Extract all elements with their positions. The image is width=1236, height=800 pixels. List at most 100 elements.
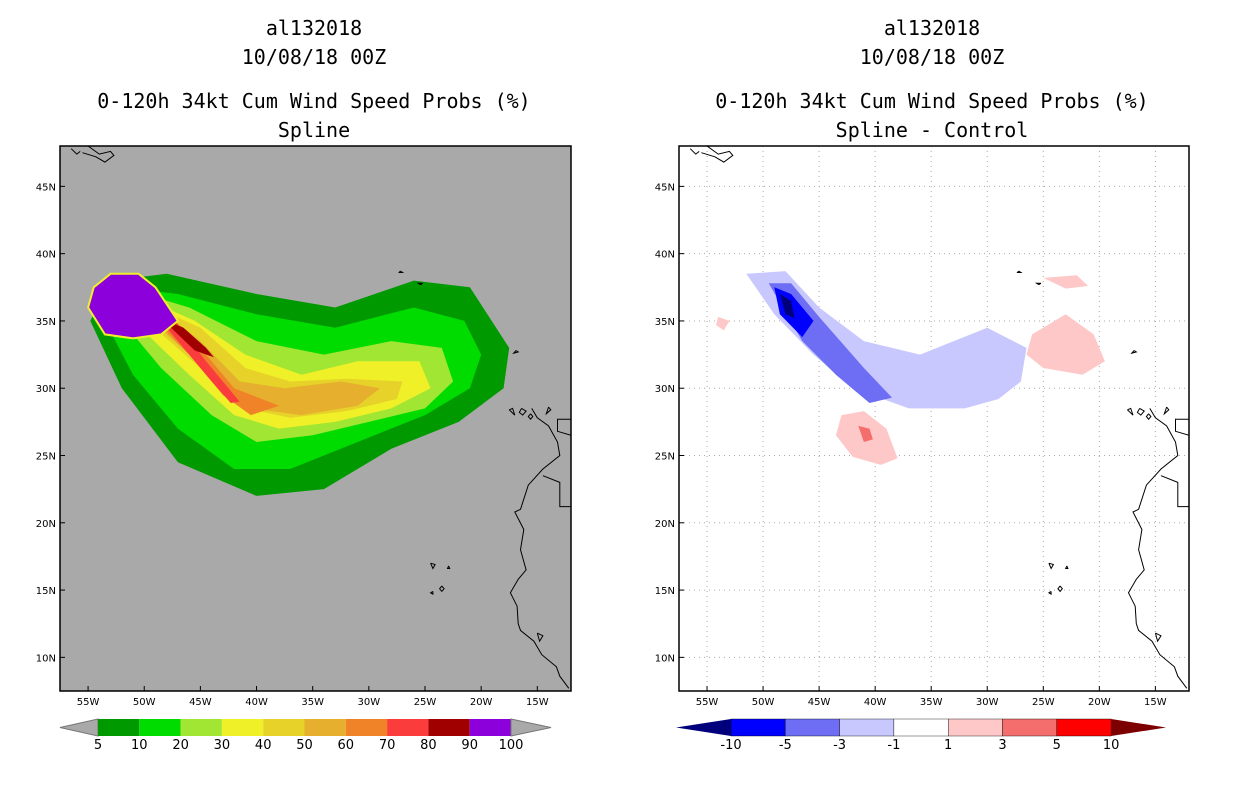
y-tick-label: 30N — [36, 384, 56, 395]
y-tick-label: 20N — [36, 519, 56, 530]
coastline-9 — [1016, 270, 1023, 273]
colorbar-box — [839, 718, 895, 737]
contour-region-3-8 — [858, 425, 873, 442]
coastline-9 — [398, 270, 405, 273]
x-tick-label: 35W — [920, 697, 943, 708]
right-subtitle: Spline - Control — [835, 118, 1029, 142]
colorbar-box — [893, 718, 949, 737]
y-tick-label: 10N — [36, 653, 56, 664]
x-tick-label: 45W — [808, 697, 831, 708]
coastline-3 — [1127, 407, 1134, 416]
left-storm-id: al132018 — [265, 16, 363, 40]
colorbar-label: 90 — [461, 738, 478, 753]
contour-region-80-8 — [161, 318, 214, 358]
coastline-7 — [1130, 350, 1138, 355]
left-subtitle: Spline — [277, 118, 351, 142]
coastline-7 — [512, 350, 520, 355]
colorbar-box — [1002, 718, 1057, 737]
colorbar-label: 50 — [296, 738, 313, 753]
coastline-16 — [689, 148, 700, 155]
coastline-2 — [1175, 418, 1189, 436]
colorbar: 5 10 20 30 40 50 60 70 80 90 100 — [59, 718, 552, 753]
coastline-11 — [1057, 585, 1063, 593]
colorbar-arrow-low — [59, 718, 99, 737]
y-tick-label: 30N — [655, 384, 675, 395]
coastline-8 — [1034, 282, 1042, 286]
y-tick-label: 20N — [655, 519, 675, 530]
y-tick-label: 45N — [36, 182, 56, 193]
x-tick-label: 15W — [526, 697, 549, 708]
y-tick-label: 15N — [655, 586, 675, 597]
y-tick-label: 10N — [655, 653, 675, 664]
plot-frame — [59, 145, 572, 692]
contour-region-1-7 — [716, 316, 730, 331]
colorbar-label: 10 — [1103, 738, 1120, 753]
coastline-0 — [1127, 408, 1188, 689]
colorbar-label: 80 — [420, 738, 437, 753]
coastline-4 — [518, 407, 527, 416]
coastline-10 — [430, 562, 436, 570]
colorbar-box — [730, 718, 786, 737]
coastline-12 — [446, 565, 451, 569]
colorbar-label: 5 — [1053, 738, 1061, 753]
panel-left: 55W 50W 45W 40W 35W 30W 25W 20W 15W 10N 15N 20N 25N 3… — [36, 145, 572, 753]
y-tick-label: 40N — [655, 250, 675, 261]
x-tick-label: 30W — [976, 697, 999, 708]
left-datetime: 10/08/18 00Z — [241, 45, 387, 69]
plot-background — [679, 146, 1189, 691]
colorbar-label: 30 — [214, 738, 231, 753]
coastline-1 — [542, 475, 571, 508]
coastline-15 — [701, 146, 734, 163]
colorbar-arrow-high — [510, 718, 552, 737]
left-title-block: al132018 10/08/18 00Z 0-120h 34kt Cum Wi… — [58, 14, 570, 145]
colorbar-arrow-high — [1111, 719, 1167, 736]
y-tick-label: 35N — [36, 317, 56, 328]
coastline-1 — [1160, 475, 1189, 508]
colorbar-label: -10 — [720, 738, 741, 753]
coastline-4 — [1136, 407, 1145, 416]
colorbar-label: -3 — [833, 738, 846, 753]
colorbar-label: 40 — [255, 738, 272, 753]
colorbar-box — [221, 719, 264, 736]
colorbar-box — [180, 719, 222, 736]
contour-region-70-7 — [155, 314, 240, 403]
right-storm-id: al132018 — [883, 16, 981, 40]
plot-frame — [678, 145, 1190, 692]
colorbar-box — [428, 719, 470, 736]
x-tick-label: 30W — [358, 697, 381, 708]
contour-region-minus1-0 — [746, 271, 1027, 409]
coastline-14 — [536, 632, 544, 643]
contour-region-50-5 — [144, 310, 381, 416]
colorbar-label: 3 — [998, 738, 1006, 753]
x-tick-label: 50W — [133, 697, 156, 708]
coastline-5 — [527, 413, 534, 420]
y-tick-label: 40N — [36, 250, 56, 261]
x-tick-label: 45W — [189, 697, 212, 708]
colorbar-label: 5 — [94, 738, 102, 753]
colorbar-label: -5 — [779, 738, 792, 753]
colorbar-box — [263, 719, 305, 736]
x-tick-label: 35W — [301, 697, 324, 708]
colorbar-box — [304, 719, 346, 736]
coastline-6 — [1163, 406, 1170, 416]
coastline-12 — [1064, 565, 1069, 569]
right-title-block: al132018 10/08/18 00Z 0-120h 34kt Cum Wi… — [676, 14, 1188, 145]
x-tick-label: 55W — [77, 697, 100, 708]
colorbar-box — [387, 719, 429, 736]
colorbar-label: 1 — [944, 738, 952, 753]
coastline-5 — [1145, 413, 1152, 420]
x-tick-label: 20W — [470, 697, 493, 708]
coastline-13 — [429, 590, 434, 595]
coastline-2 — [557, 418, 571, 436]
coastline-0 — [509, 408, 570, 689]
plot-area — [70, 146, 571, 689]
coastline-10 — [1048, 562, 1055, 570]
colorbar-label: 10 — [131, 738, 148, 753]
panel-right: 55W 50W 45W 40W 35W 30W 25W 20W 15W 10N 15N 20N 25N 3… — [655, 145, 1190, 753]
x-tick-label: 40W — [864, 697, 887, 708]
right-datetime: 10/08/18 00Z — [859, 45, 1005, 69]
y-tick-label: 15N — [36, 586, 56, 597]
x-tick-label: 20W — [1088, 697, 1111, 708]
colorbar-label: 60 — [338, 738, 355, 753]
